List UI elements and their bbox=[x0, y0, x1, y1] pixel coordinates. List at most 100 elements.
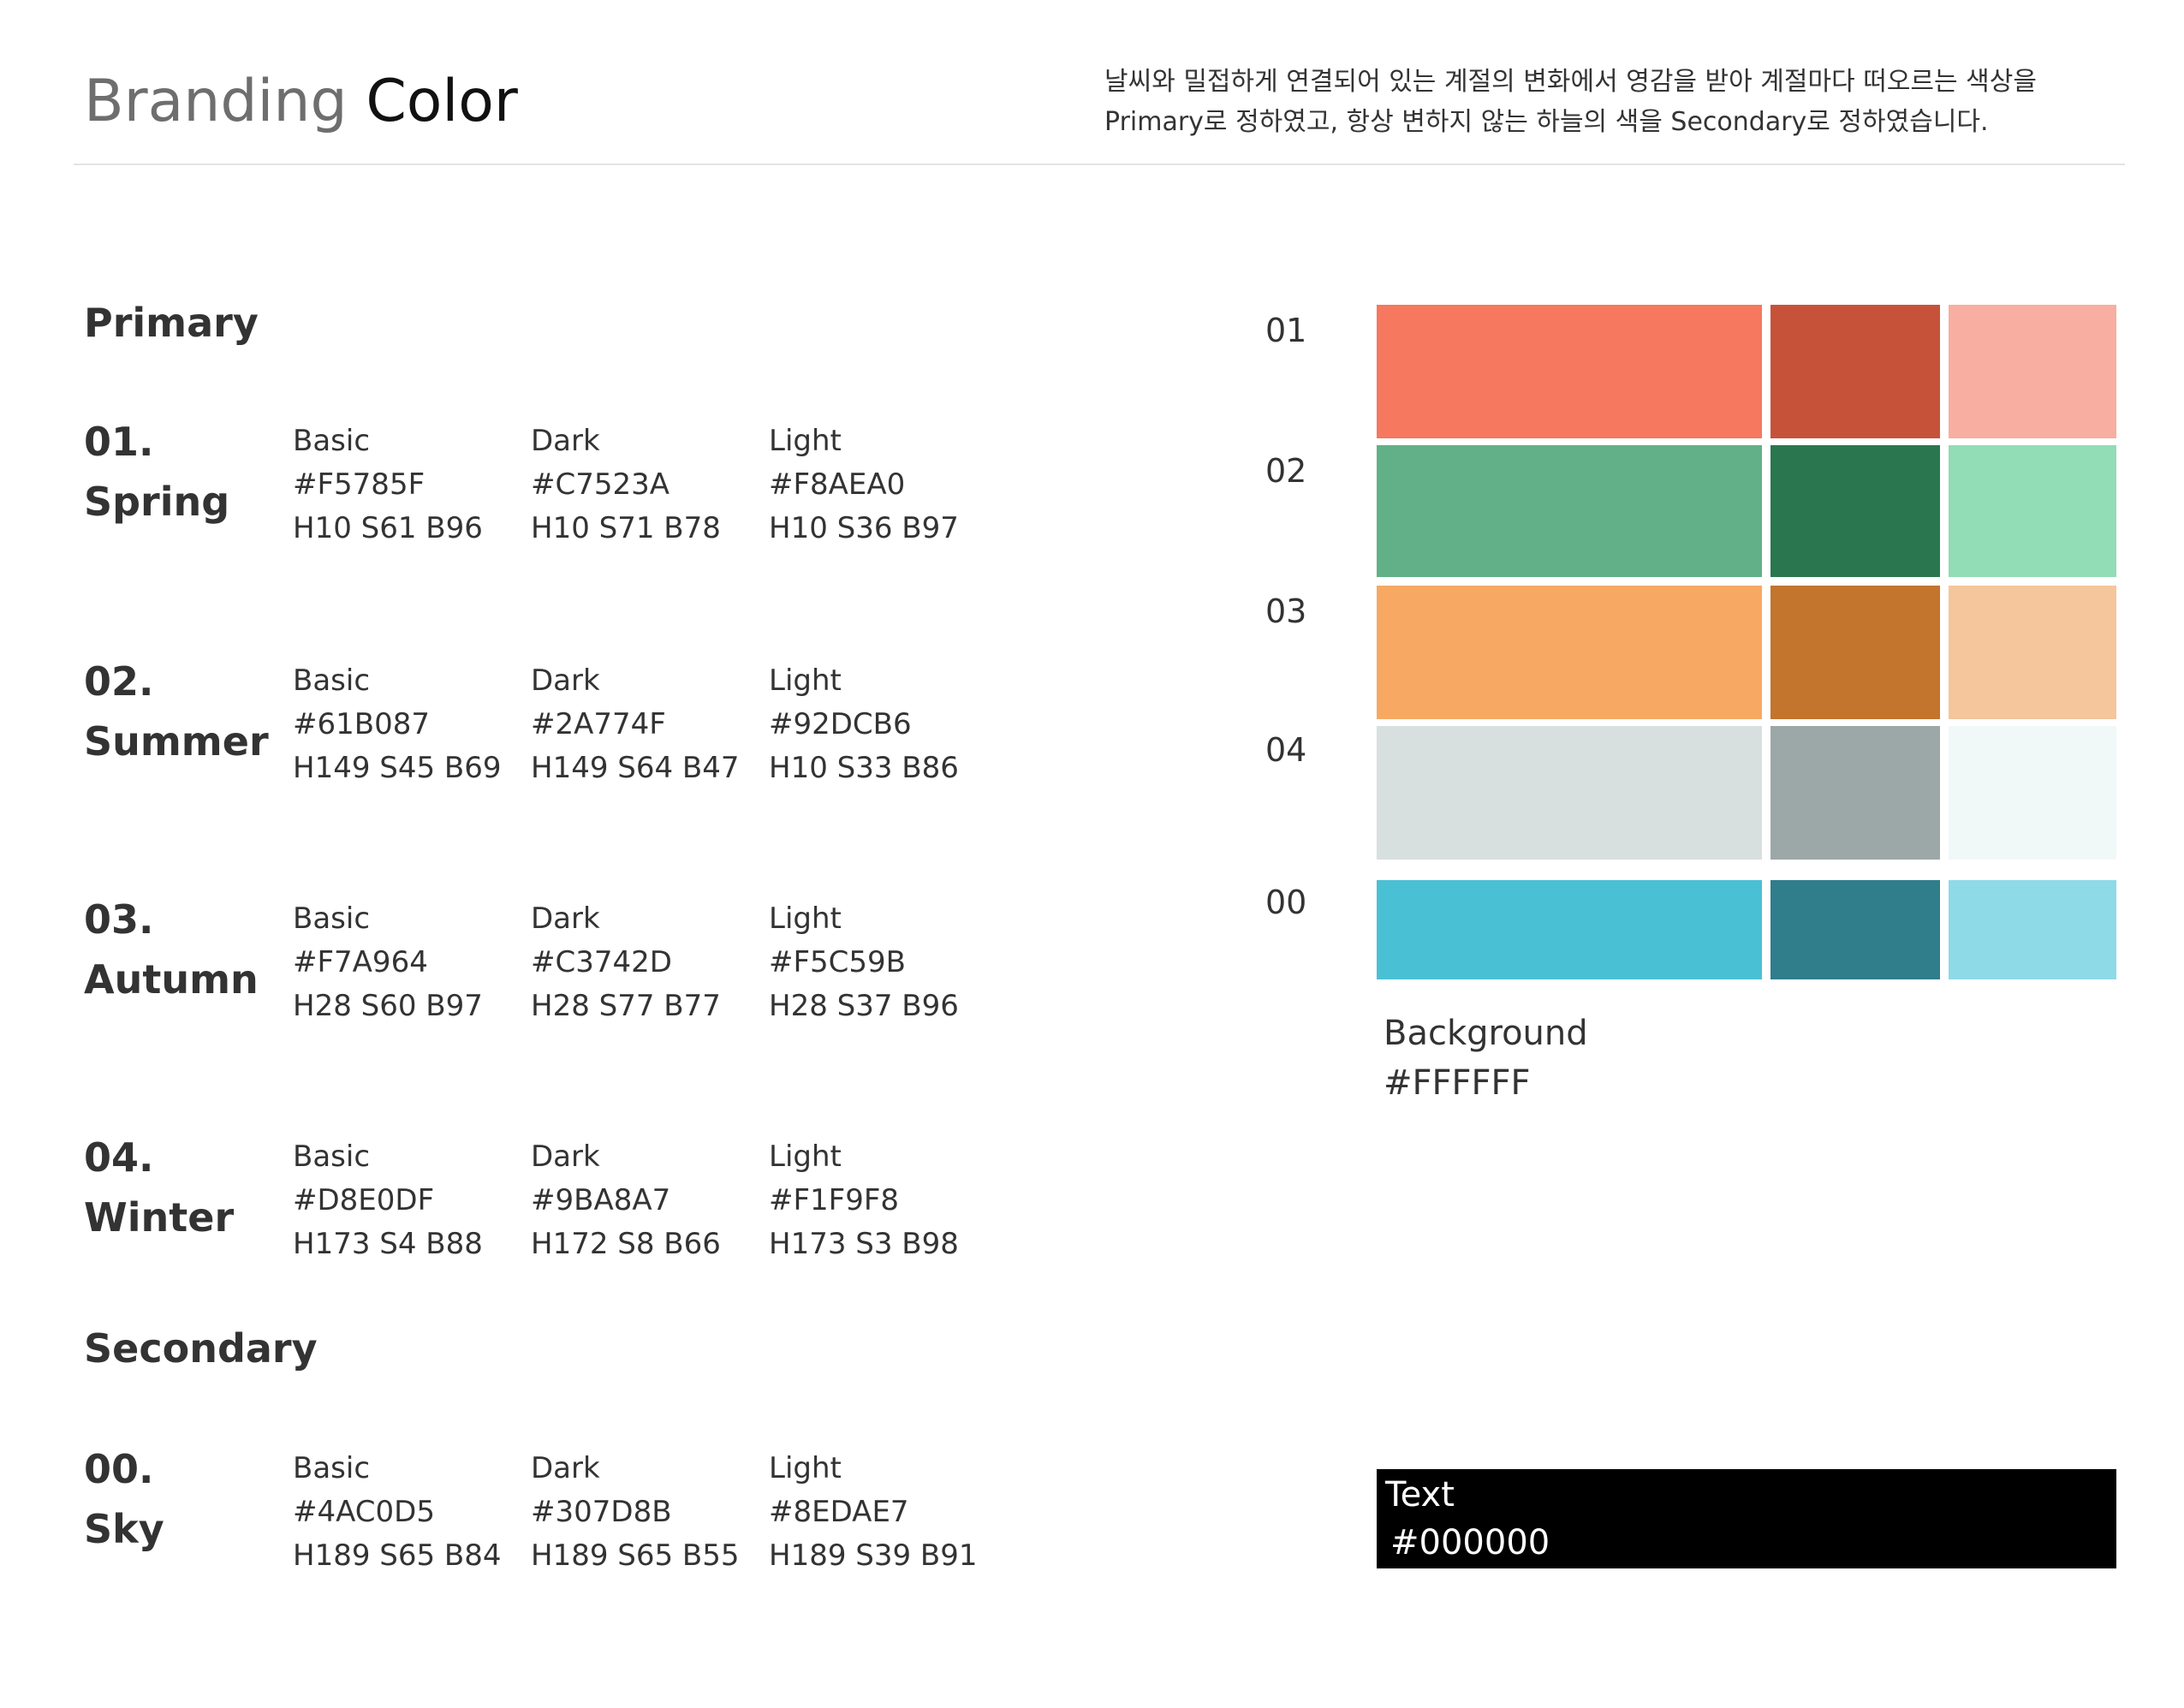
background-hex: #FFFFFF bbox=[1384, 1063, 1531, 1103]
swatch-winter-basic bbox=[1377, 726, 1762, 860]
text-color-swatch: Text #000000 bbox=[1377, 1469, 2116, 1568]
intro-text: 날씨와 밀접하게 연결되어 있는 계절의 변화에서 영감을 받아 계절마다 떠오… bbox=[1104, 62, 2132, 142]
season-sky: 00. Sky Basic #4AC0D5 H189 S65 B84 Dark … bbox=[84, 1443, 1111, 1580]
variant-light: Light #F5C59B H28 S37 B96 bbox=[769, 897, 1000, 1028]
variant-dark: Dark #307D8B H189 S65 B55 bbox=[531, 1447, 762, 1578]
variant-hsb: H189 S65 B55 bbox=[531, 1538, 740, 1573]
variant-hex: #92DCB6 bbox=[769, 707, 912, 741]
variant-hsb: H28 S77 B77 bbox=[531, 989, 721, 1023]
season-name: Autumn bbox=[84, 956, 259, 1003]
swatch-summer-basic bbox=[1377, 445, 1762, 577]
variant-basic: Basic #D8E0DF H173 S4 B88 bbox=[293, 1135, 524, 1266]
season-number: 04. bbox=[84, 1134, 154, 1181]
variant-label: Dark bbox=[531, 1451, 600, 1485]
variant-hsb: H173 S3 B98 bbox=[769, 1227, 959, 1261]
text-color-label: Text bbox=[1385, 1475, 1455, 1515]
page-title: Branding Color bbox=[84, 63, 518, 140]
variant-hex: #C3742D bbox=[531, 945, 672, 979]
title-word-color: Color bbox=[366, 68, 518, 135]
swatch-spring-dark bbox=[1770, 305, 1940, 438]
variant-basic: Basic #61B087 H149 S45 B69 bbox=[293, 659, 524, 790]
swatch-summer-light bbox=[1949, 445, 2116, 577]
season-name: Sky bbox=[84, 1506, 164, 1552]
palette-row-label-02: 02 bbox=[1265, 452, 1307, 490]
variant-label: Basic bbox=[293, 902, 371, 936]
season-winter: 04. Winter Basic #D8E0DF H173 S4 B88 Dar… bbox=[84, 1132, 1111, 1269]
variant-hex: #307D8B bbox=[531, 1495, 672, 1529]
variant-light: Light #F1F9F8 H173 S3 B98 bbox=[769, 1135, 1000, 1266]
background-label: Background bbox=[1384, 1014, 1588, 1053]
variant-label: Basic bbox=[293, 424, 371, 458]
variant-label: Light bbox=[769, 424, 842, 458]
variant-label: Light bbox=[769, 902, 842, 936]
variant-hex: #F5785F bbox=[293, 467, 425, 502]
swatch-sky-light bbox=[1949, 880, 2116, 979]
variant-label: Dark bbox=[531, 902, 600, 936]
variant-hex: #61B087 bbox=[293, 707, 430, 741]
background-info: Background #FFFFFF bbox=[1384, 1009, 1588, 1108]
swatch-winter-light bbox=[1949, 726, 2116, 860]
variant-hsb: H10 S36 B97 bbox=[769, 511, 959, 545]
variant-label: Light bbox=[769, 664, 842, 698]
variant-dark: Dark #C7523A H10 S71 B78 bbox=[531, 420, 762, 550]
palette-row-label-00: 00 bbox=[1265, 884, 1307, 921]
swatch-sky-dark bbox=[1770, 880, 1940, 979]
variant-dark: Dark #9BA8A7 H172 S8 B66 bbox=[531, 1135, 762, 1266]
text-color-hex: #000000 bbox=[1390, 1523, 1550, 1562]
intro-line-1: 날씨와 밀접하게 연결되어 있는 계절의 변화에서 영감을 받아 계절마다 떠오… bbox=[1104, 67, 2037, 97]
swatch-autumn-dark bbox=[1770, 586, 1940, 719]
season-spring: 01. Spring Basic #F5785F H10 S61 B96 Dar… bbox=[84, 416, 1111, 553]
variant-label: Basic bbox=[293, 664, 371, 698]
intro-line-2: Primary로 정하였고, 항상 변하지 않는 하늘의 색을 Secondar… bbox=[1104, 107, 1989, 137]
variant-light: Light #8EDAE7 H189 S39 B91 bbox=[769, 1447, 1000, 1578]
variant-light: Light #F8AEA0 H10 S36 B97 bbox=[769, 420, 1000, 550]
variant-hsb: H28 S60 B97 bbox=[293, 989, 483, 1023]
variant-hsb: H149 S64 B47 bbox=[531, 751, 740, 785]
variant-hex: #D8E0DF bbox=[293, 1183, 435, 1217]
variant-hex: #F8AEA0 bbox=[769, 467, 906, 502]
variant-hsb: H189 S39 B91 bbox=[769, 1538, 978, 1573]
palette-row-label-01: 01 bbox=[1265, 312, 1307, 349]
season-summer: 02. Summer Basic #61B087 H149 S45 B69 Da… bbox=[84, 656, 1111, 793]
variant-hsb: H10 S61 B96 bbox=[293, 511, 483, 545]
variant-label: Dark bbox=[531, 424, 600, 458]
variant-hex: #F1F9F8 bbox=[769, 1183, 900, 1217]
palette-row-label-03: 03 bbox=[1265, 592, 1307, 630]
variant-hex: #9BA8A7 bbox=[531, 1183, 671, 1217]
variant-hsb: H28 S37 B96 bbox=[769, 989, 959, 1023]
variant-hex: #C7523A bbox=[531, 467, 670, 502]
swatch-summer-dark bbox=[1770, 445, 1940, 577]
variant-dark: Dark #2A774F H149 S64 B47 bbox=[531, 659, 762, 790]
swatch-sky-basic bbox=[1377, 880, 1762, 979]
variant-hsb: H173 S4 B88 bbox=[293, 1227, 483, 1261]
variant-dark: Dark #C3742D H28 S77 B77 bbox=[531, 897, 762, 1028]
variant-label: Dark bbox=[531, 1140, 600, 1174]
season-number: 03. bbox=[84, 896, 154, 943]
palette-row-label-04: 04 bbox=[1265, 731, 1307, 769]
season-number: 02. bbox=[84, 658, 154, 705]
secondary-section-title: Secondary bbox=[84, 1325, 318, 1372]
swatch-winter-dark bbox=[1770, 726, 1940, 860]
variant-basic: Basic #F7A964 H28 S60 B97 bbox=[293, 897, 524, 1028]
season-autumn: 03. Autumn Basic #F7A964 H28 S60 B97 Dar… bbox=[84, 894, 1111, 1031]
variant-label: Basic bbox=[293, 1140, 371, 1174]
variant-hex: #F5C59B bbox=[769, 945, 907, 979]
header-divider bbox=[74, 164, 2125, 165]
season-name: Summer bbox=[84, 718, 269, 765]
variant-hsb: H172 S8 B66 bbox=[531, 1227, 721, 1261]
variant-basic: Basic #4AC0D5 H189 S65 B84 bbox=[293, 1447, 524, 1578]
variant-label: Light bbox=[769, 1451, 842, 1485]
season-number: 00. bbox=[84, 1446, 154, 1492]
variant-hex: #F7A964 bbox=[293, 945, 428, 979]
swatch-autumn-basic bbox=[1377, 586, 1762, 719]
variant-light: Light #92DCB6 H10 S33 B86 bbox=[769, 659, 1000, 790]
variant-hsb: H149 S45 B69 bbox=[293, 751, 502, 785]
variant-hsb: H10 S71 B78 bbox=[531, 511, 721, 545]
season-number: 01. bbox=[84, 419, 154, 465]
variant-label: Light bbox=[769, 1140, 842, 1174]
variant-hex: #4AC0D5 bbox=[293, 1495, 435, 1529]
variant-hsb: H189 S65 B84 bbox=[293, 1538, 502, 1573]
swatch-autumn-light bbox=[1949, 586, 2116, 719]
season-name: Winter bbox=[84, 1194, 235, 1241]
variant-label: Basic bbox=[293, 1451, 371, 1485]
